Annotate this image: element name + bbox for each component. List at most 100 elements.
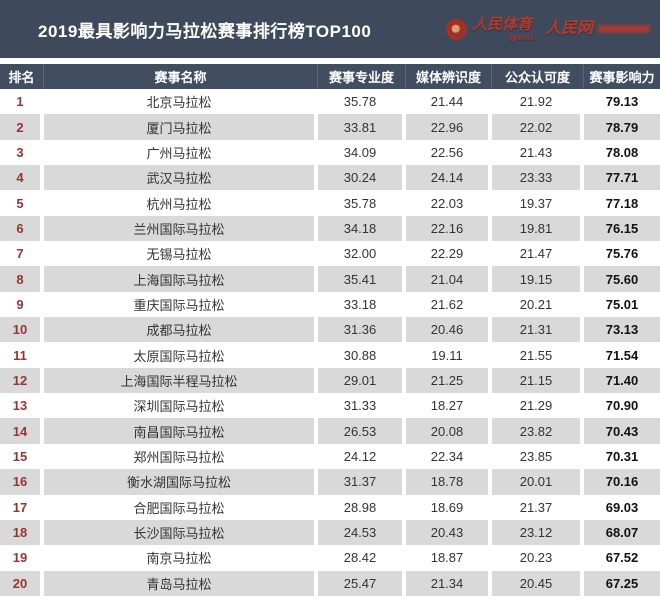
event-name-cell: 武汉马拉松: [44, 165, 318, 191]
influence-cell: 69.03: [584, 494, 660, 520]
public-approval-cell: 20.45: [492, 570, 584, 596]
professionalism-cell: 31.37: [318, 469, 406, 495]
event-name-cell: 上海国际半程马拉松: [44, 367, 318, 394]
table-row: 6 兰州国际马拉松 34.18 22.16 19.81 76.15: [0, 215, 660, 242]
public-approval-cell: 19.15: [492, 266, 584, 292]
public-approval-cell: 23.82: [492, 418, 584, 444]
public-approval-cell: 19.37: [492, 190, 584, 216]
professionalism-cell: 34.09: [318, 139, 406, 166]
professionalism-cell: 24.53: [318, 519, 406, 546]
header-cell-rank: 排名: [0, 64, 44, 89]
rank-cell: 11: [0, 342, 44, 368]
event-name-cell: 广州马拉松: [44, 139, 318, 166]
media-recognition-cell: 21.34: [406, 570, 492, 596]
influence-cell: 77.71: [584, 165, 660, 191]
blurred-tagline-bar: [598, 25, 650, 33]
table-row: 14 南昌国际马拉松 26.53 20.08 23.82 70.43: [0, 418, 660, 444]
media-recognition-cell: 18.78: [406, 469, 492, 495]
table-row: 8 上海国际马拉松 35.41 21.04 19.15 75.60: [0, 266, 660, 292]
media-recognition-cell: 19.11: [406, 342, 492, 368]
rank-cell: 17: [0, 494, 44, 520]
rank-cell: 12: [0, 367, 44, 394]
table-row: 20 青岛马拉松 25.47 21.34 20.45 67.25: [0, 570, 660, 596]
influence-cell: 78.08: [584, 139, 660, 166]
public-approval-cell: 21.29: [492, 393, 584, 419]
media-recognition-cell: 18.69: [406, 494, 492, 520]
event-name-cell: 南昌国际马拉松: [44, 418, 318, 444]
professionalism-cell: 35.78: [318, 89, 406, 115]
media-recognition-cell: 21.25: [406, 367, 492, 394]
title-banner: 2019最具影响力马拉松赛事排行榜TOP100 人民体育 sports 人民网: [0, 0, 660, 58]
influence-cell: 70.43: [584, 418, 660, 444]
table-row: 2 厦门马拉松 33.81 22.96 22.02 78.79: [0, 114, 660, 140]
professionalism-cell: 34.18: [318, 215, 406, 242]
rank-cell: 13: [0, 393, 44, 419]
rank-cell: 16: [0, 469, 44, 495]
public-approval-cell: 23.33: [492, 165, 584, 191]
table-row: 11 太原国际马拉松 30.88 19.11 21.55 71.54: [0, 342, 660, 368]
media-recognition-cell: 20.43: [406, 519, 492, 546]
influence-cell: 71.54: [584, 342, 660, 368]
people-net-wordmark: 人民网: [544, 20, 593, 37]
table-row: 18 长沙国际马拉松 24.53 20.43 23.12 68.07: [0, 519, 660, 546]
header-cell-influence: 赛事影响力: [589, 70, 655, 85]
influence-cell: 71.40: [584, 367, 660, 394]
public-approval-cell: 20.01: [492, 469, 584, 495]
header-cell-event-name: 赛事名称: [44, 64, 318, 89]
professionalism-cell: 31.36: [318, 317, 406, 343]
media-recognition-cell: 20.46: [406, 317, 492, 343]
people-sports-wordmark: 人民体育 sports: [472, 18, 534, 42]
table-row: 17 合肥国际马拉松 28.98 18.69 21.37 69.03: [0, 494, 660, 520]
public-approval-cell: 21.92: [492, 89, 584, 115]
rank-cell: 4: [0, 165, 44, 191]
event-name-cell: 兰州国际马拉松: [44, 215, 318, 242]
table-row: 9 重庆国际马拉松 33.18 21.62 20.21 75.01: [0, 291, 660, 318]
public-approval-cell: 21.47: [492, 241, 584, 267]
table-row: 12 上海国际半程马拉松 29.01 21.25 21.15 71.40: [0, 367, 660, 394]
event-name-cell: 成都马拉松: [44, 317, 318, 343]
media-recognition-cell: 22.03: [406, 190, 492, 216]
public-approval-cell: 23.85: [492, 443, 584, 470]
media-recognition-cell: 18.87: [406, 545, 492, 571]
rank-cell: 7: [0, 241, 44, 267]
professionalism-cell: 29.01: [318, 367, 406, 394]
rank-cell: 10: [0, 317, 44, 343]
influence-cell: 75.60: [584, 266, 660, 292]
professionalism-cell: 30.24: [318, 165, 406, 191]
table-row: 7 无锡马拉松 32.00 22.29 21.47 75.76: [0, 241, 660, 267]
influence-cell: 77.18: [584, 190, 660, 216]
media-recognition-cell: 22.34: [406, 443, 492, 470]
public-approval-cell: 19.81: [492, 215, 584, 242]
professionalism-cell: 26.53: [318, 418, 406, 444]
table-row: 4 武汉马拉松 30.24 24.14 23.33 77.71: [0, 165, 660, 191]
event-name-cell: 重庆国际马拉松: [44, 291, 318, 318]
influence-cell: 70.90: [584, 393, 660, 419]
publisher-logos: 人民体育 sports 人民网: [445, 18, 650, 42]
people-sports-emblem-icon: [445, 18, 467, 40]
rank-cell: 15: [0, 443, 44, 470]
professionalism-cell: 30.88: [318, 342, 406, 368]
rank-cell: 2: [0, 114, 44, 140]
professionalism-cell: 25.47: [318, 570, 406, 596]
influence-cell: 70.16: [584, 469, 660, 495]
page-title: 2019最具影响力马拉松赛事排行榜TOP100: [38, 21, 372, 41]
rank-cell: 14: [0, 418, 44, 444]
public-approval-cell: 21.43: [492, 139, 584, 166]
public-approval-cell: 21.37: [492, 494, 584, 520]
public-approval-cell: 21.31: [492, 317, 584, 343]
public-approval-cell: 21.55: [492, 342, 584, 368]
event-name-cell: 无锡马拉松: [44, 241, 318, 267]
header-cell-public-approval: 公众认可度: [492, 64, 584, 89]
media-recognition-cell: 22.16: [406, 215, 492, 242]
event-name-cell: 深圳国际马拉松: [44, 393, 318, 419]
event-name-cell: 青岛马拉松: [44, 570, 318, 596]
public-approval-cell: 22.02: [492, 114, 584, 140]
professionalism-cell: 28.98: [318, 494, 406, 520]
media-recognition-cell: 22.56: [406, 139, 492, 166]
professionalism-cell: 35.41: [318, 266, 406, 292]
table-row: 10 成都马拉松 31.36 20.46 21.31 73.13: [0, 317, 660, 343]
media-recognition-cell: 24.14: [406, 165, 492, 191]
table-row: 16 衡水湖国际马拉松 31.37 18.78 20.01 70.16: [0, 469, 660, 495]
table-header-row: 排名 赛事名称 赛事专业度 媒体辨识度 公众认可度 赛事影响力: [0, 64, 660, 89]
